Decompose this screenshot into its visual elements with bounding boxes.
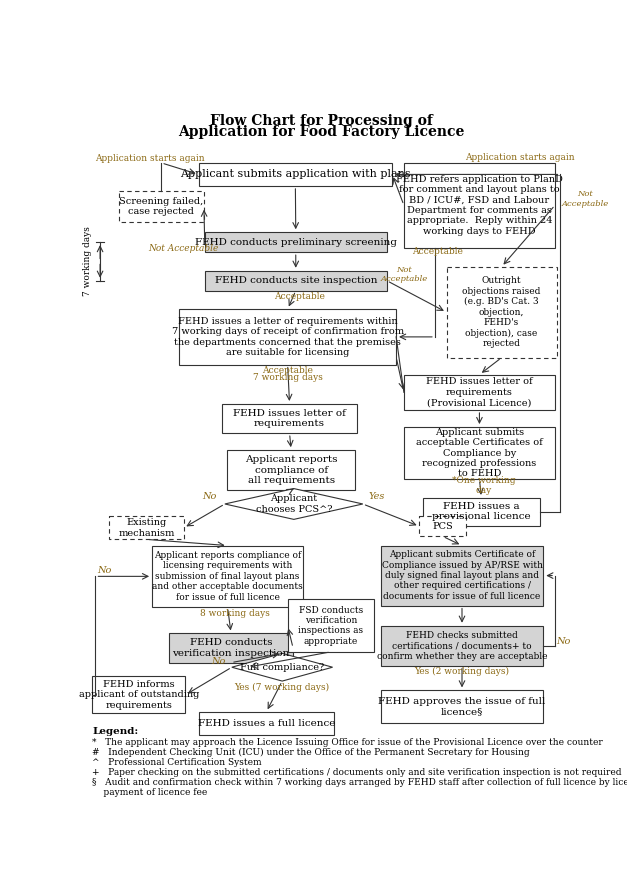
Text: FEHD informs
applicant of outstanding
requirements: FEHD informs applicant of outstanding re…: [78, 680, 199, 710]
Text: FEHD approves the issue of full
licence§: FEHD approves the issue of full licence§: [378, 696, 545, 717]
Text: Applicant reports
compliance of
all requirements: Applicant reports compliance of all requ…: [245, 456, 337, 485]
Bar: [169, 633, 293, 662]
Text: FEHD checks submitted
certifications / documents+ to
confirm whether they are ac: FEHD checks submitted certifications / d…: [377, 631, 547, 661]
Text: FEHD conducts site inspection: FEHD conducts site inspection: [214, 276, 377, 286]
Bar: [152, 546, 303, 607]
Bar: [109, 516, 184, 540]
Bar: [446, 267, 557, 357]
Text: Yes: Yes: [369, 491, 385, 501]
Text: No: No: [202, 491, 216, 501]
Bar: [381, 690, 544, 723]
Text: PCS: PCS: [432, 522, 453, 531]
Text: 7 working days: 7 working days: [253, 373, 322, 382]
Text: FSD conducts
verification
inspections as
appropriate: FSD conducts verification inspections as…: [298, 605, 364, 646]
Text: FEHD issues a
provisional licence: FEHD issues a provisional licence: [432, 502, 530, 521]
Text: FEHD conducts
verification inspection: FEHD conducts verification inspection: [172, 639, 290, 658]
Text: FEHD issues a full licence: FEHD issues a full licence: [198, 719, 335, 728]
Text: Yes (7 working days): Yes (7 working days): [234, 682, 330, 692]
Text: Not
Acceptable: Not Acceptable: [561, 190, 608, 208]
Text: Flow Chart for Processing of: Flow Chart for Processing of: [210, 114, 433, 128]
Bar: [119, 191, 204, 223]
Bar: [222, 404, 357, 433]
Bar: [419, 516, 466, 536]
Text: FEHD refers application to PlanD
for comment and layout plans to
BD / ICU#, FSD : FEHD refers application to PlanD for com…: [396, 174, 563, 236]
Text: Applicant submits Certificate of
Compliance issued by AP/RSE with
duly signed fi: Applicant submits Certificate of Complia…: [381, 550, 542, 601]
Text: FEHD issues a letter of requirements within
7 working days of receipt of confirm: FEHD issues a letter of requirements wit…: [172, 317, 404, 357]
Text: 8 working days: 8 working days: [201, 609, 270, 618]
Text: No: No: [557, 637, 571, 646]
Bar: [404, 375, 555, 410]
Bar: [381, 625, 544, 666]
Bar: [423, 498, 539, 526]
Text: Legend:: Legend:: [92, 727, 139, 737]
Text: +   Paper checking on the submitted certifications / documents only and site ver: + Paper checking on the submitted certif…: [92, 768, 622, 777]
Bar: [288, 599, 374, 652]
Bar: [227, 450, 355, 490]
Text: Acceptable: Acceptable: [274, 293, 325, 301]
Bar: [404, 427, 555, 479]
Bar: [204, 271, 387, 291]
Text: Screening failed,
case rejected: Screening failed, case rejected: [119, 197, 203, 216]
Text: #   Independent Checking Unit (ICU) under the Office of the Permanent Secretary : # Independent Checking Unit (ICU) under …: [92, 748, 530, 757]
Text: §   Audit and confirmation check within 7 working days arranged by FEHD staff af: § Audit and confirmation check within 7 …: [92, 778, 627, 797]
Text: FEHD conducts preliminary screening: FEHD conducts preliminary screening: [195, 237, 397, 247]
Text: 7 working days: 7 working days: [83, 227, 92, 296]
Bar: [199, 163, 393, 186]
Text: Applicant reports compliance of
licensing requirements with
submission of final : Applicant reports compliance of licensin…: [152, 551, 303, 602]
Bar: [199, 712, 334, 735]
Bar: [179, 309, 396, 364]
Text: Yes (2 working days): Yes (2 working days): [414, 668, 510, 676]
Text: Application starts again: Application starts again: [95, 154, 204, 163]
Text: Applicant
chooses PCS^?: Applicant chooses PCS^?: [256, 494, 332, 513]
Text: Acceptable: Acceptable: [411, 247, 463, 256]
Bar: [92, 676, 186, 713]
Polygon shape: [232, 653, 332, 681]
Text: Applicant submits application with plans: Applicant submits application with plans: [180, 169, 411, 180]
Text: *   The applicant may approach the Licence Issuing Office for issue of the Provi: * The applicant may approach the Licence…: [92, 738, 603, 747]
Text: Existing
mechanism: Existing mechanism: [119, 518, 175, 538]
Text: FEHD issues letter of
requirements: FEHD issues letter of requirements: [233, 409, 346, 428]
Polygon shape: [225, 489, 363, 519]
Text: Acceptable: Acceptable: [262, 366, 313, 375]
Text: Application for Food Factory Licence: Application for Food Factory Licence: [178, 125, 465, 139]
Text: ^   Professional Certification System: ^ Professional Certification System: [92, 758, 262, 767]
Text: Application starts again: Application starts again: [465, 153, 575, 162]
Text: No: No: [97, 566, 111, 575]
Text: No: No: [211, 656, 226, 666]
Text: *One working
day: *One working day: [451, 476, 515, 495]
Text: Outright
objections raised
(e.g. BD's Cat. 3
objection,
FEHD's
objection), case
: Outright objections raised (e.g. BD's Ca…: [462, 277, 540, 348]
Text: Not Acceptable: Not Acceptable: [148, 244, 218, 253]
Bar: [404, 163, 555, 248]
Bar: [204, 232, 387, 252]
Bar: [381, 546, 544, 605]
Text: Applicant submits
acceptable Certificates of
Compliance by
recognized profession: Applicant submits acceptable Certificate…: [416, 427, 543, 478]
Text: FEHD issues letter of
requirements
(Provisional Licence): FEHD issues letter of requirements (Prov…: [426, 378, 533, 407]
Text: Full compliance?: Full compliance?: [240, 663, 324, 672]
Text: Not
Acceptable: Not Acceptable: [380, 266, 428, 283]
